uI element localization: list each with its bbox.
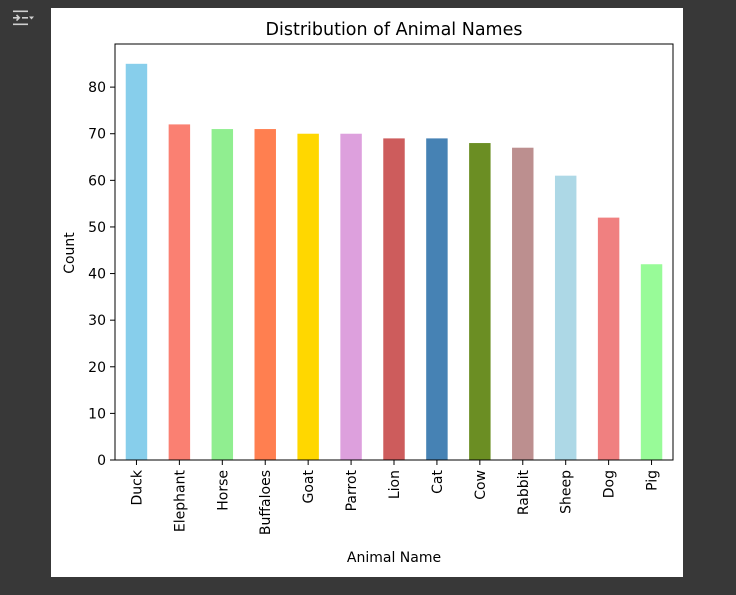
bar-buffaloes: [254, 129, 276, 460]
bar-chart: Distribution of Animal Names Count Anima…: [62, 20, 674, 566]
x-tick-label: Sheep: [559, 470, 575, 514]
bars-layer: [125, 63, 663, 461]
x-tick-label: Buffaloes: [258, 470, 274, 535]
y-tick-label: 50: [88, 220, 106, 236]
bar-elephant: [168, 124, 191, 461]
bar-goat: [297, 133, 319, 460]
y-tick-label: 80: [88, 80, 106, 96]
y-tick-label: 40: [88, 267, 106, 283]
y-tick-label: 60: [88, 173, 106, 189]
bar-cat: [426, 138, 448, 460]
bar-pig: [640, 264, 663, 460]
bar-dog: [597, 217, 620, 460]
bar-rabbit: [512, 147, 534, 460]
x-axis-label: Animal Name: [347, 550, 441, 566]
chart-figure: Distribution of Animal Names Count Anima…: [51, 8, 683, 577]
x-tick-label: Cat: [430, 469, 446, 493]
y-tick-label: 10: [88, 406, 106, 422]
y-axis: 0 10 20 30 40 50 60 70 80: [88, 80, 115, 469]
bar-cow: [469, 143, 491, 461]
x-tick-label: Dog: [602, 470, 618, 498]
x-tick-label: Pig: [645, 470, 661, 491]
bar-horse: [211, 129, 234, 460]
y-tick-label: 0: [97, 453, 106, 469]
bar-sheep: [554, 175, 577, 460]
output-toggle-button[interactable]: [10, 8, 36, 28]
x-tick-label: Goat: [301, 469, 317, 503]
x-tick-label: Duck: [129, 469, 145, 505]
x-tick-label: Horse: [215, 470, 231, 511]
x-tick-label: Rabbit: [516, 469, 532, 515]
x-tick-label: Lion: [387, 470, 403, 499]
output-collapse-icon: [13, 10, 34, 26]
y-tick-label: 70: [88, 127, 106, 143]
y-tick-label: 30: [88, 313, 106, 329]
chart-title: Distribution of Animal Names: [266, 20, 523, 40]
bar-parrot: [340, 133, 362, 460]
y-tick-label: 20: [88, 360, 106, 376]
x-tick-label: Parrot: [344, 469, 360, 511]
y-axis-label: Count: [62, 232, 78, 274]
x-axis: Duck Elephant Horse Buffaloes Goat Parrot Lion…: [129, 460, 661, 535]
plot-frame: [114, 43, 674, 461]
x-tick-label: Cow: [473, 470, 489, 500]
x-tick-label: Elephant: [172, 470, 188, 533]
bar-duck: [125, 63, 148, 461]
bar-lion: [383, 138, 405, 460]
